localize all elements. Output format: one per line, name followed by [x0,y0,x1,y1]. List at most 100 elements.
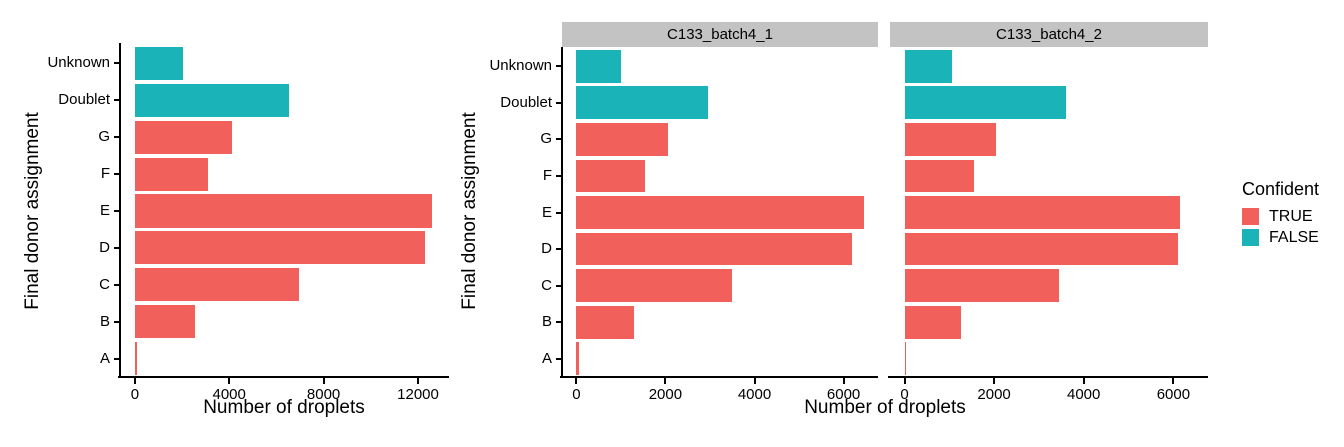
fig2p1-bar-c [576,269,733,303]
fig2p1-y-tick-a [556,357,562,360]
fig1-y-axis-line [119,43,121,378]
facet-strip-batch4-1: C133_batch4_1 [562,22,878,47]
fig1-y-tick-label-b: B [99,312,110,330]
fig2p1-x-tick-6000 [842,378,845,384]
fig1-y-tick-label-g: G [98,128,110,146]
fig2p2-bar-doublet [904,86,1066,120]
legend-key-false: FALSE [1242,229,1319,246]
fig2p1-y-tick-d [556,248,562,251]
fig1-bar-f [134,157,208,191]
fig2-panel1-x-axis-line [560,376,878,378]
fig1-y-tick-f [114,173,120,176]
legend-swatch-false-icon [1242,229,1259,246]
fig2p2-bar-d [904,232,1178,266]
fig2p1-bar-doublet [576,86,708,120]
fig2p2-x-tick-0 [903,378,906,384]
fig1-y-tick-doublet [114,99,120,102]
fig1-y-tick-label-unknown: Unknown [47,54,110,72]
fig2p2-bar-unknown [904,49,952,83]
fig2p1-y-tick-label-d: D [541,240,552,258]
fig1-bar-b [134,305,196,339]
fig2-x-axis-title: Number of droplets [804,397,966,418]
fig2p2-bar-g [904,122,997,156]
fig1-x-tick-label-8000: 8000 [306,386,341,403]
fig2p1-x-tick-label-0: 0 [572,386,581,403]
fig2p2-x-tick-label-6000: 6000 [1156,386,1191,403]
fig2p1-y-tick-label-f: F [542,166,552,184]
fig2p1-bar-f [576,159,646,193]
fig1-x-tick-0 [133,378,136,384]
fig1-x-tick-4000 [228,378,231,384]
fig2p2-x-tick-6000 [1172,378,1175,384]
fig2p1-y-tick-b [556,321,562,324]
legend-label-false: FALSE [1269,229,1319,246]
fig2p1-y-tick-doublet [556,101,562,104]
fig1-bar-g [134,120,232,154]
fig2p1-x-tick-4000 [753,378,756,384]
fig2p1-bar-d [576,232,853,266]
fig2p1-y-tick-label-a: A [541,349,552,367]
fig2p2-x-tick-label-0: 0 [900,386,909,403]
fig2p2-bar-a [904,342,906,376]
legend: Confident TRUE FALSE [1242,179,1319,250]
fig1-x-tick-8000 [322,378,325,384]
fig1-y-tick-label-e: E [99,202,110,219]
fig2p1-x-tick-label-2000: 2000 [648,386,683,403]
fig1-bar-c [134,268,299,302]
fig1-x-tick-label-4000: 4000 [212,386,246,403]
fig1-y-tick-e [114,210,120,212]
fig1-y-tick-label-f: F [100,165,110,183]
fig2p1-x-tick-0 [575,378,578,384]
fig1-bar-a [134,342,137,376]
fig2p2-bar-c [904,269,1060,303]
fig2p1-y-tick-g [556,138,562,141]
facet-strip-batch4-2: C133_batch4_2 [890,22,1208,47]
legend-title: Confident [1242,179,1320,199]
fig2p1-y-tick-label-g: G [540,130,552,148]
fig1-x-axis-line [118,376,449,378]
fig2p1-bar-a [576,342,579,376]
fig1-y-tick-d [114,246,120,249]
fig2p1-y-tick-e [556,211,562,214]
fig1-y-tick-label-d: D [99,238,110,256]
fig1-bar-d [134,231,426,265]
fig2p2-bar-f [904,159,974,193]
fig2p1-x-tick-2000 [664,378,667,384]
fig2p2-x-tick-label-2000: 2000 [977,386,1011,403]
fig2-y-axis-line [561,47,563,378]
fig1-y-tick-c [114,283,120,286]
fig1-x-tick-label-12000: 12000 [397,386,439,403]
fig2p1-bar-b [576,305,635,339]
fig1-x-tick-label-0: 0 [130,386,140,403]
fig1-y-tick-label-c: C [99,275,110,293]
fig2p1-y-tick-c [556,284,562,287]
fig2p1-bar-g [576,122,668,156]
fig2p2-bar-b [904,305,961,339]
fig1-y-tick-b [114,320,120,323]
fig2-panel2-x-axis-line [888,376,1208,378]
fig2p1-y-tick-unknown [556,65,562,68]
fig1-y-tick-g [114,136,120,139]
fig2p1-y-tick-label-b: B [541,313,552,331]
fig1-y-tick-label-a: A [99,349,110,367]
legend-swatch-true-icon [1242,208,1259,225]
fig1-y-tick-unknown [114,62,120,65]
fig1-bar-unknown [134,46,184,80]
fig1-y-tick-label-doublet: Doublet [58,91,110,109]
fig2p1-y-tick-label-unknown: Unknown [489,57,552,75]
legend-label-true: TRUE [1269,208,1313,225]
fig1-bar-e [134,194,433,228]
fig2p2-x-tick-label-4000: 4000 [1067,386,1101,403]
fig2p1-x-tick-label-6000: 6000 [826,386,861,403]
fig1-x-tick-12000 [417,378,419,384]
fig2p2-bar-e [904,196,1181,229]
fig2p1-bar-e [576,196,864,229]
fig1-bar-doublet [134,83,290,117]
fig2p1-y-tick-label-e: E [541,203,552,221]
fig2p2-x-tick-4000 [1082,378,1085,384]
fig2p1-bar-unknown [576,49,621,83]
fig2p1-x-tick-label-4000: 4000 [737,386,772,403]
fig2p1-y-tick-f [556,174,562,177]
fig2p2-x-tick-2000 [993,378,996,384]
fig2p1-y-tick-label-doublet: Doublet [500,93,552,111]
